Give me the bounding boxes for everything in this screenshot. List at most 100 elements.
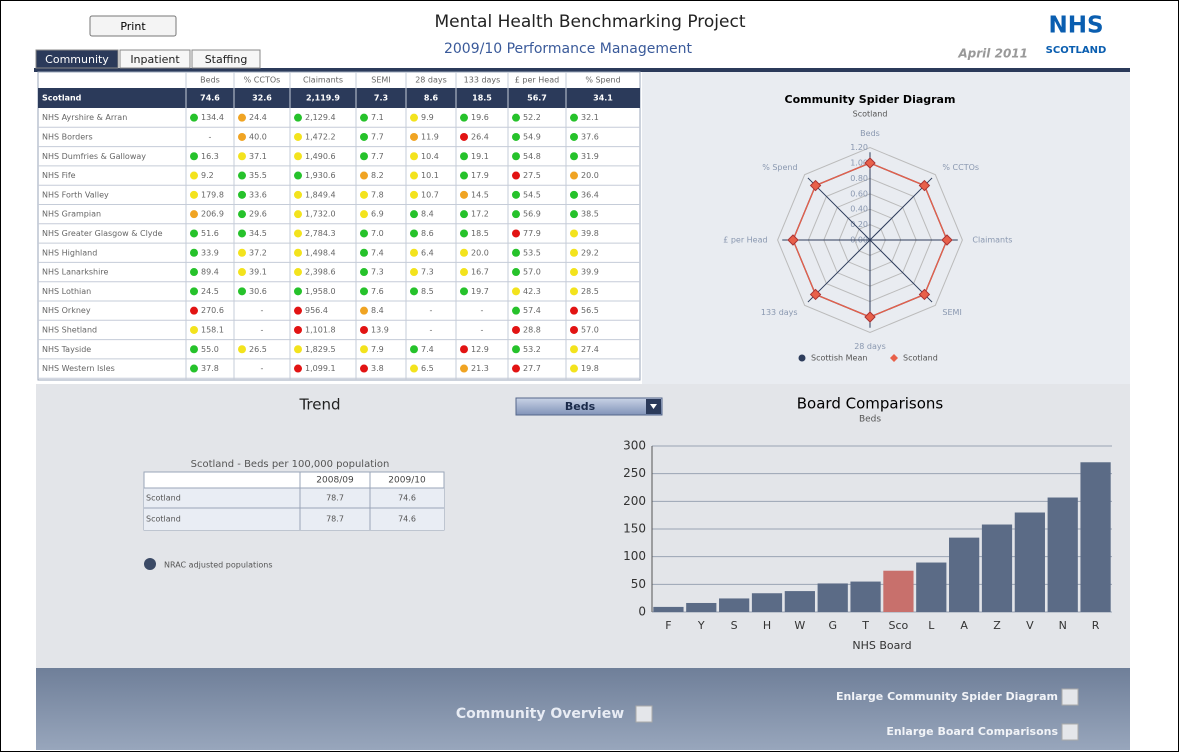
trend-table-body — [144, 488, 444, 530]
status-dot — [294, 345, 302, 354]
status-dot — [512, 306, 520, 315]
cell-value: 10.4 — [421, 152, 439, 161]
row-name: NHS Forth Valley — [42, 190, 109, 199]
status-dot — [360, 152, 368, 161]
status-dot — [570, 248, 578, 257]
cell-value: 28.5 — [581, 287, 599, 296]
cell-value: 8.4 — [371, 306, 384, 315]
spider-title: Community Spider Diagram — [785, 93, 956, 106]
status-dot — [238, 248, 246, 257]
bar-title: Board Comparisons — [797, 395, 944, 413]
spider-marker — [787, 234, 799, 246]
r-tick-label: 0.80 — [850, 174, 868, 183]
column-header: 28 days — [415, 76, 447, 85]
cell-value: 7.3 — [421, 268, 434, 277]
overview-checkbox[interactable] — [635, 705, 653, 723]
cell-value: 206.9 — [201, 210, 224, 219]
status-dot — [460, 364, 468, 373]
cell-value: 14.5 — [471, 190, 489, 199]
row-name: NHS Fife — [42, 171, 76, 180]
column-header: SEMI — [371, 76, 390, 85]
column-header: % CCTOs — [244, 76, 281, 85]
x-tick-label: L — [928, 619, 935, 632]
status-dot — [460, 287, 468, 296]
status-dot — [360, 210, 368, 219]
cell-value: 7.9 — [371, 345, 384, 354]
print-button[interactable] — [89, 15, 177, 37]
y-tick-label: 300 — [623, 439, 646, 453]
trend-cell: Scotland — [146, 515, 181, 524]
cell-value: 7.7 — [371, 152, 384, 161]
bar — [653, 606, 684, 612]
cell-value: 8.6 — [421, 229, 434, 238]
status-dot — [294, 306, 302, 315]
column-header: Beds — [200, 76, 220, 85]
cell-value: 21.3 — [471, 364, 489, 373]
cell-value: 37.8 — [201, 364, 219, 373]
cell-value: 27.4 — [581, 345, 599, 354]
x-tick-label: Z — [993, 619, 1001, 632]
cell-value: 56.5 — [581, 306, 599, 315]
cell-value: 7.3 — [374, 94, 388, 103]
x-axis-label: NHS Board — [852, 639, 911, 652]
x-tick-label: S — [731, 619, 738, 632]
cell-value: 57.0 — [581, 325, 599, 334]
status-dot — [360, 132, 368, 141]
tab[interactable] — [119, 49, 191, 69]
cell-value: 1,490.6 — [305, 152, 336, 161]
tab[interactable] — [35, 49, 119, 69]
y-tick-label: 150 — [623, 522, 646, 536]
status-dot — [410, 248, 418, 257]
cell-value: 56.9 — [523, 210, 541, 219]
tab-label[interactable]: Inpatient — [130, 53, 180, 66]
spider-marker — [864, 311, 876, 323]
trend-cell: 74.6 — [398, 494, 416, 503]
status-dot — [460, 210, 468, 219]
status-dot — [360, 248, 368, 257]
logo-nhs: NHS — [1048, 13, 1103, 39]
status-dot — [238, 229, 246, 238]
status-dot — [190, 325, 198, 334]
trend-legend: NRAC adjusted populations — [164, 561, 273, 570]
cell-value: 956.4 — [305, 306, 328, 315]
r-tick-label: 1.20 — [850, 143, 868, 152]
metric-dropdown[interactable] — [515, 397, 663, 416]
spider-marker — [864, 157, 876, 169]
tab-label[interactable]: Staffing — [205, 53, 248, 66]
status-dot — [512, 287, 520, 296]
cell-value: 16.3 — [201, 152, 219, 161]
cell-value: 2,398.6 — [305, 268, 336, 277]
status-dot — [190, 248, 198, 257]
bar — [686, 602, 717, 612]
enlarge-board-checkbox[interactable] — [1061, 723, 1079, 741]
tab-label[interactable]: Community — [45, 53, 109, 66]
dropdown-label[interactable]: Beds — [565, 400, 596, 413]
y-tick-label: 200 — [623, 494, 646, 508]
status-dot — [410, 113, 418, 122]
cell-value: 34.1 — [593, 94, 613, 103]
x-tick-label: A — [960, 619, 968, 632]
dropdown-arrow[interactable] — [650, 404, 657, 409]
status-dot — [294, 229, 302, 238]
status-dot — [512, 325, 520, 334]
enlarge-spider-checkbox[interactable] — [1061, 688, 1079, 706]
status-dot — [360, 364, 368, 373]
column-header: £ per Head — [515, 76, 559, 85]
trend-cell: Scotland — [146, 494, 181, 503]
status-dot — [410, 268, 418, 277]
cell-value: 27.7 — [523, 364, 541, 373]
x-tick-label: Y — [697, 619, 705, 632]
cell-value: - — [261, 325, 264, 334]
cell-value: 1,101.8 — [305, 325, 336, 334]
cell-value: 54.8 — [523, 152, 541, 161]
row-name: NHS Grampian — [42, 210, 101, 219]
status-dot — [238, 171, 246, 180]
tab[interactable] — [191, 49, 261, 69]
print-label[interactable]: Print — [120, 20, 146, 33]
cell-value: 33.6 — [249, 190, 267, 199]
cell-value: - — [481, 306, 484, 315]
status-dot — [238, 268, 246, 277]
status-dot — [410, 171, 418, 180]
column-header: 133 days — [464, 76, 501, 85]
cell-value: 2,129.4 — [305, 113, 336, 122]
